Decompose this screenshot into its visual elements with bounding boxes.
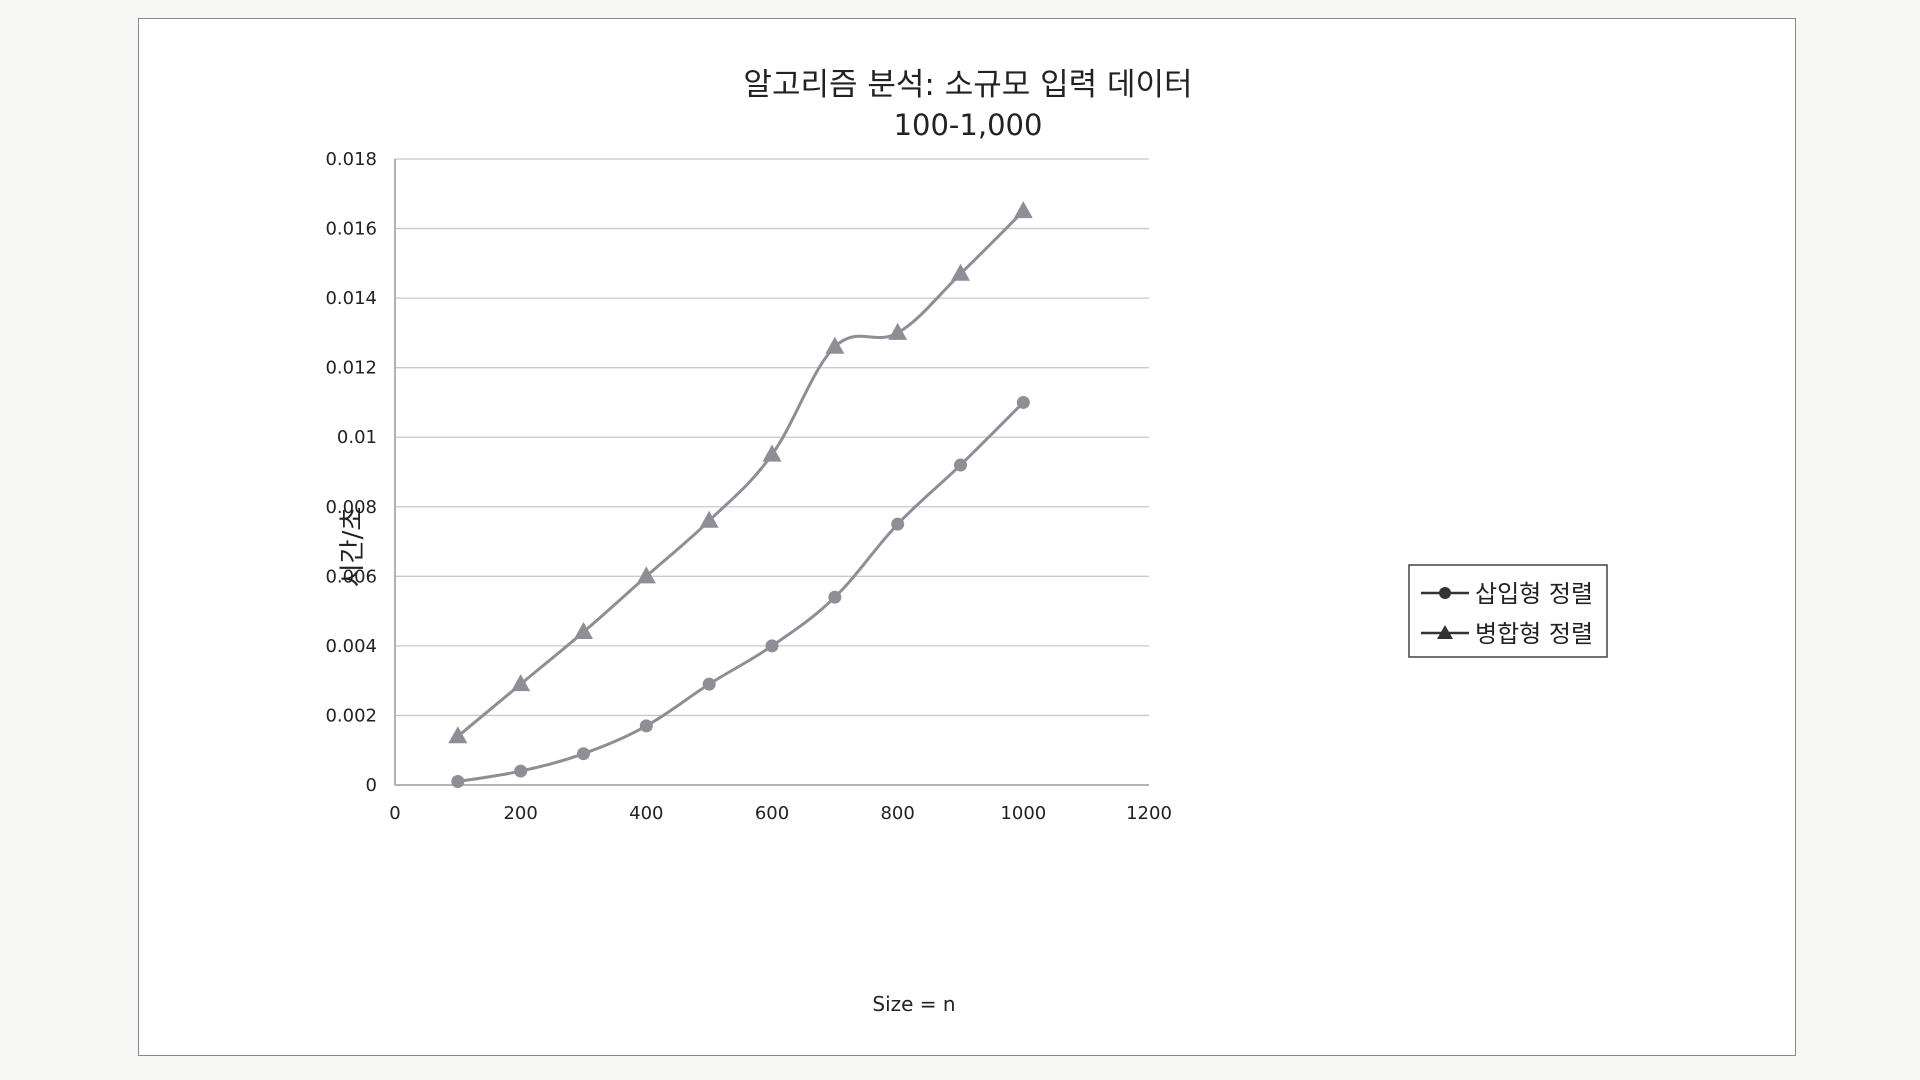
- series-2-point-1: [448, 726, 468, 744]
- series-1-point-10: [1016, 395, 1030, 409]
- series-1-point-4: [639, 719, 653, 733]
- series-1-point-9: [954, 458, 967, 472]
- legend-label-series-2: 병합형 정렬: [1475, 620, 1593, 648]
- x-axis-title: Size = n: [872, 992, 955, 1016]
- legend-triangle-marker: [1437, 625, 1453, 639]
- legend-item-series-1: 삽입형 정렬: [1421, 580, 1593, 608]
- x-tick-label-4: 800: [880, 803, 914, 824]
- y-tick-label-9: 0.018: [325, 149, 377, 170]
- x-tick-label-3: 600: [755, 803, 789, 824]
- series-1-point-8: [891, 517, 905, 531]
- series-1-point-6: [765, 639, 779, 653]
- x-tick-label-2: 400: [629, 803, 663, 824]
- series-2-point-10: [1013, 201, 1033, 219]
- chart-frame: 알고리즘 분석: 소규모 입력 데이터 100-1,000 0 0.002 0.00…: [138, 18, 1796, 1056]
- series-2-point-8: [888, 322, 908, 340]
- series-1-point-7: [828, 590, 842, 604]
- chart-subtitle: 100-1,000: [894, 108, 1043, 142]
- legend-circle-marker: [1439, 587, 1451, 599]
- series-2-point-4: [636, 566, 656, 584]
- series-2-point-7: [825, 336, 845, 354]
- series-2-point-3: [574, 621, 593, 639]
- y-tick-label-0: 0: [366, 775, 377, 796]
- gridlines: [395, 158, 1149, 717]
- y-tick-label-6: 0.012: [325, 358, 377, 379]
- series-line-2: [456, 210, 1025, 738]
- x-tick-label-6: 1200: [1126, 803, 1172, 824]
- legend-box: [1408, 564, 1608, 658]
- y-tick-label-8: 0.016: [325, 219, 377, 240]
- series-1-point-5: [702, 677, 716, 691]
- y-tick-label-7: 0.014: [325, 288, 377, 309]
- y-tick-label-4: 0.008: [325, 497, 377, 518]
- legend: 삽입형 정렬 병합형 정렬: [1408, 564, 1608, 658]
- series-1-point-2: [514, 764, 528, 778]
- series-1-point-1: [451, 775, 465, 789]
- y-tick-label-2: 0.004: [325, 636, 377, 657]
- y-tick-label-1: 0.002: [325, 705, 377, 726]
- x-tick-labels: 0 200 400 600 800 1000 1200: [389, 803, 1172, 824]
- series-2-point-2: [511, 674, 531, 692]
- legend-item-series-2: 병합형 정렬: [1421, 620, 1593, 648]
- legend-label-series-1: 삽입형 정렬: [1475, 580, 1593, 608]
- series-2-point-6: [762, 444, 782, 462]
- series-1-point-3: [577, 747, 590, 761]
- chart-svg: 알고리즘 분석: 소규모 입력 데이터 100-1,000 0 0.002 0.00…: [325, 67, 1608, 1016]
- chart-title: 알고리즘 분석: 소규모 입력 데이터: [743, 67, 1192, 103]
- x-tick-label-1: 200: [503, 803, 537, 824]
- series-line-1: [457, 401, 1025, 784]
- y-tick-label-5: 0.01: [337, 427, 377, 448]
- series-2-point-9: [951, 263, 970, 281]
- x-tick-label-5: 1000: [1000, 803, 1046, 824]
- series-layer: [448, 201, 1033, 789]
- series-2-point-5: [699, 510, 719, 528]
- y-tick-label-3: 0.006: [325, 566, 377, 587]
- axes: [394, 159, 1149, 786]
- x-tick-label-0: 0: [389, 803, 400, 824]
- y-tick-labels: 0 0.002 0.004 0.006 0.008 0.01 0.012 0.014 0.016…: [325, 149, 377, 796]
- y-axis-title: 시간/초: [338, 507, 368, 588]
